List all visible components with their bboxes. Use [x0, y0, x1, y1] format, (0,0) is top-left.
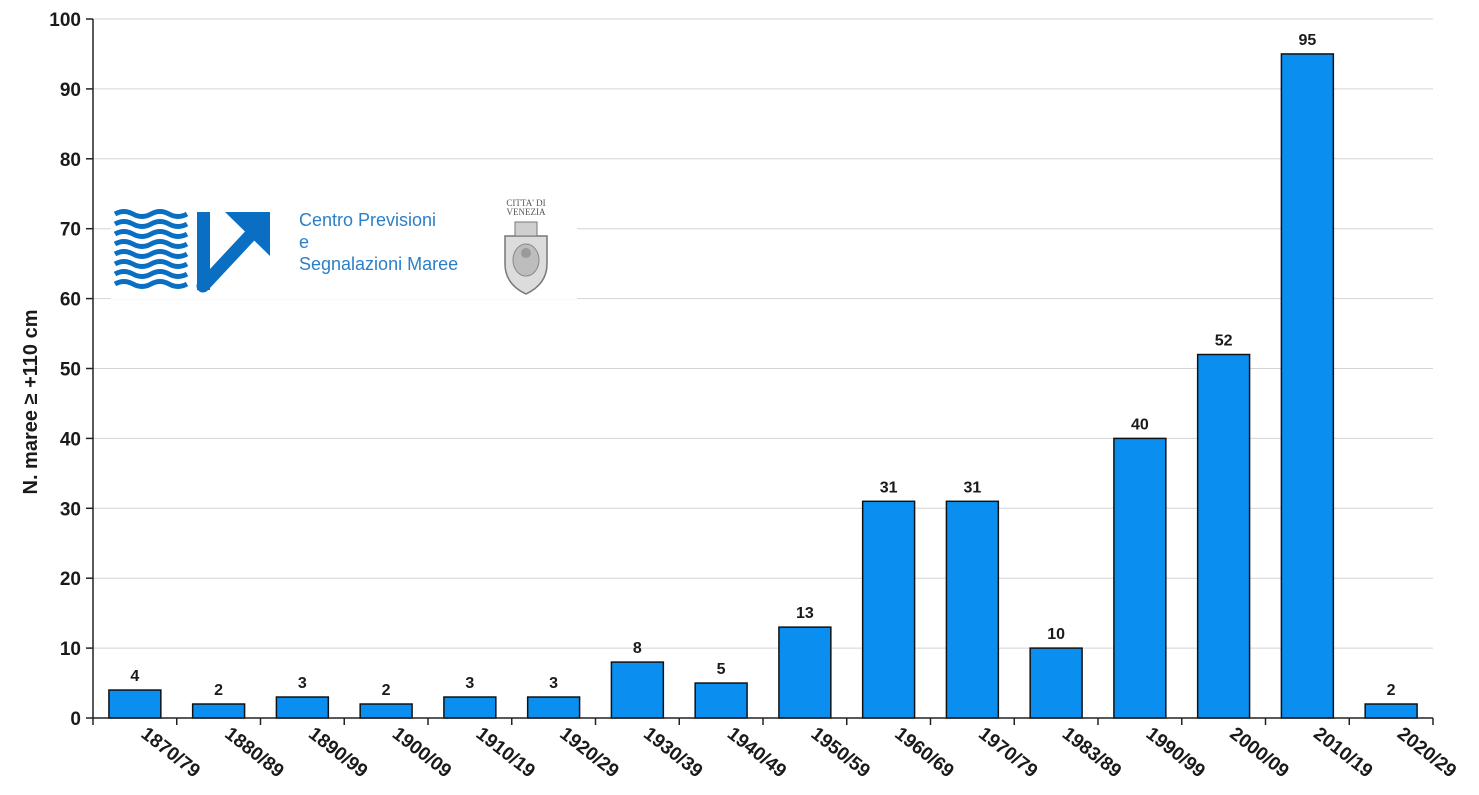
x-tick-label: 1900/09: [388, 723, 455, 782]
seal-caption: CITTA' DI: [506, 198, 545, 208]
data-label: 31: [880, 479, 898, 496]
x-tick-label: 1910/19: [472, 723, 539, 782]
x-tick-label: 1990/99: [1142, 723, 1209, 782]
x-tick-label: 2000/09: [1226, 723, 1293, 782]
org-name-line1: Centro Previsioni: [299, 210, 436, 230]
x-tick-label: 1870/79: [137, 723, 204, 782]
x-tick-label: 1970/79: [974, 723, 1041, 782]
bar: [443, 696, 497, 719]
bar: [108, 689, 162, 719]
data-label: 10: [1047, 626, 1065, 643]
bars: [108, 53, 1418, 719]
data-label: 2: [214, 682, 223, 699]
y-tick-label: 50: [60, 360, 81, 381]
bar: [191, 703, 246, 719]
bar: [359, 703, 413, 719]
x-tick-label: 1950/59: [807, 723, 874, 782]
x-tick-label: 2020/29: [1393, 723, 1460, 782]
y-tick-label: 20: [60, 569, 81, 590]
data-label: 2: [382, 682, 391, 699]
x-tick-label: 1890/99: [304, 723, 371, 782]
logo: Centro Previsioni e Segnalazioni Maree C…: [111, 195, 577, 299]
y-tick-label: 100: [49, 10, 81, 31]
bar: [1196, 353, 1251, 719]
venice-seal-icon: CITTA' DI VENEZIA: [504, 198, 548, 295]
bar: [1113, 437, 1167, 719]
y-tick-label: 40: [60, 429, 81, 450]
data-label: 31: [963, 479, 981, 496]
bar: [1029, 647, 1083, 719]
y-tick-label: 70: [60, 220, 81, 241]
y-tick-label: 10: [60, 639, 81, 660]
data-label: 13: [796, 605, 814, 622]
bar: [1280, 53, 1335, 719]
x-tick-label: 1920/29: [556, 723, 623, 782]
bar: [945, 500, 1000, 719]
data-label: 3: [298, 675, 307, 692]
x-axis-ticks: 1870/79 1880/89 1890/99 1900/09 1910/19 1920/…: [92, 718, 1460, 782]
org-name-line2: e: [299, 232, 309, 252]
bar: [1364, 703, 1418, 719]
y-tick-label: 0: [70, 709, 81, 730]
svg-text:VENEZIA: VENEZIA: [507, 207, 546, 217]
bar: [275, 696, 330, 719]
y-tick-label: 60: [60, 290, 81, 311]
data-label: 3: [465, 675, 474, 692]
bar: [861, 500, 916, 719]
data-label: 5: [717, 661, 726, 678]
x-tick-label: 1960/69: [891, 723, 958, 782]
waves-arrow-icon: [113, 209, 270, 293]
data-label: 2: [1387, 682, 1396, 699]
x-tick-label: 1930/39: [639, 723, 706, 782]
x-tick-label: 1940/49: [723, 723, 790, 782]
data-label: 8: [633, 640, 642, 657]
data-label: 95: [1298, 32, 1316, 49]
y-tick-label: 30: [60, 499, 81, 520]
y-axis-title: N. maree ≥ +110 cm: [20, 310, 42, 495]
x-tick-label: 1983/89: [1058, 723, 1125, 782]
data-label: 40: [1131, 416, 1149, 433]
y-axis-ticks: 0 10 20 30 40 50 60 70 80 90 100: [49, 10, 93, 730]
logo-background: [111, 195, 577, 299]
y-tick-label: 90: [60, 80, 81, 101]
bar: [610, 661, 665, 719]
x-tick-label: 1880/89: [221, 723, 288, 782]
data-labels: 4 2 3 2 3 3 8 5 13 31 31 10 40 52 95 2: [130, 32, 1395, 699]
org-name-line3: Segnalazioni Maree: [299, 254, 458, 274]
bar: [526, 696, 581, 719]
bar: [778, 626, 832, 719]
data-label: 3: [549, 675, 558, 692]
y-tick-label: 80: [60, 150, 81, 171]
bar: [694, 682, 748, 719]
data-label: 52: [1215, 333, 1233, 350]
x-tick-label: 2010/19: [1309, 723, 1376, 782]
data-label: 4: [130, 668, 139, 685]
